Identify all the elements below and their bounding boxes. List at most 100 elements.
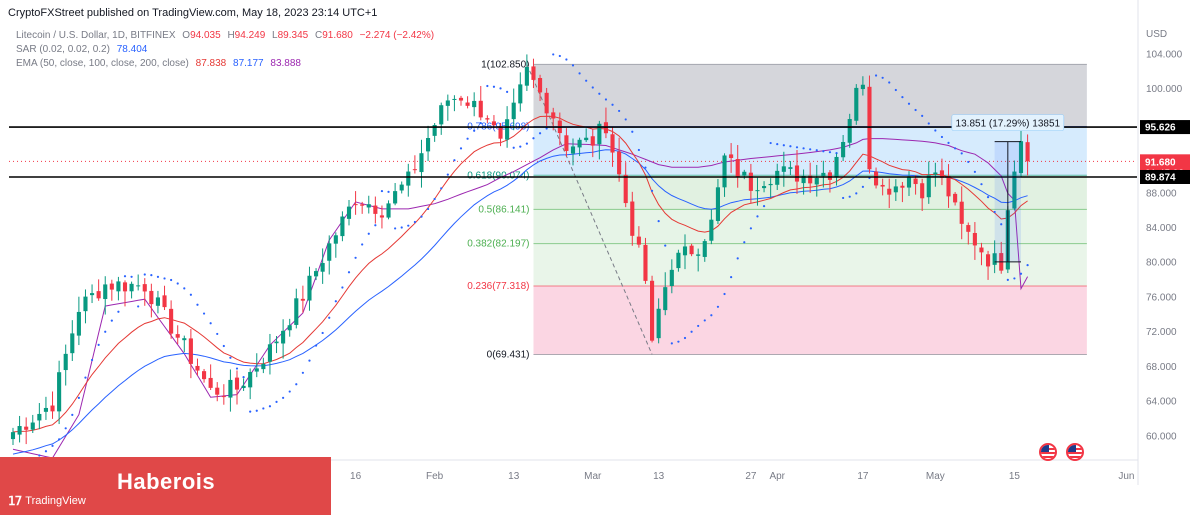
- candle-body: [906, 176, 912, 188]
- candle-body: [755, 190, 760, 192]
- sar-dot: [809, 148, 812, 151]
- x-tick-label: Feb: [426, 471, 444, 482]
- sar-dot: [123, 275, 127, 278]
- candle-body: [63, 353, 68, 371]
- sar-dot: [202, 312, 206, 315]
- candle-body: [122, 282, 128, 292]
- candle-body: [847, 119, 852, 143]
- sar-dot: [104, 330, 107, 333]
- candle-body: [617, 151, 622, 175]
- ema-row[interactable]: EMA (50, close, 100, close, 200, close) …: [16, 57, 434, 71]
- sar-dot: [341, 286, 344, 289]
- x-tick-label: May: [926, 471, 945, 482]
- sar-dot: [354, 256, 357, 259]
- candle-body: [287, 325, 292, 331]
- sar-dot: [670, 342, 673, 345]
- candle-body: [116, 281, 121, 292]
- sar-dot: [77, 396, 80, 399]
- chart-legend: Litecoin / U.S. Dollar, 1D, BITFINEX O94…: [16, 29, 434, 71]
- candle-body: [221, 396, 226, 398]
- sar-dot: [940, 135, 944, 139]
- y-tick-label: 72.000: [1146, 327, 1177, 338]
- candle-body: [518, 84, 523, 104]
- candle-body: [103, 284, 108, 300]
- candle-body: [531, 66, 536, 80]
- candle-body: [90, 293, 95, 296]
- sar-dot: [512, 146, 515, 149]
- y-tick-label: 80.000: [1146, 258, 1177, 269]
- candle-body: [96, 291, 101, 299]
- candle-body: [452, 98, 457, 100]
- candle-body: [577, 139, 582, 148]
- sar-dot: [881, 76, 884, 79]
- sar-dot: [380, 189, 384, 193]
- sar-dot: [150, 274, 153, 277]
- sar-dot: [163, 277, 166, 280]
- sar-dot: [756, 215, 759, 218]
- sar-dot: [156, 275, 160, 278]
- candle-body: [821, 172, 826, 177]
- sar-dot: [446, 173, 449, 176]
- sar-dot: [683, 336, 687, 340]
- sar-dot: [499, 87, 502, 90]
- candle-body: [445, 100, 450, 106]
- resistance-price-tag-bg: [1140, 120, 1190, 135]
- sar-dot: [71, 413, 74, 417]
- candle-body: [386, 203, 391, 218]
- sar-dot: [459, 147, 463, 150]
- sar-row[interactable]: SAR (0.02, 0.02, 0.2) 78.404: [16, 43, 434, 57]
- candle-body: [682, 246, 688, 256]
- y-tick-label: 76.000: [1146, 292, 1177, 303]
- sar-dot: [934, 129, 937, 132]
- candle-body: [926, 175, 931, 198]
- sar-dot: [473, 129, 476, 132]
- candle-body: [353, 204, 358, 206]
- sar-dot: [275, 400, 278, 404]
- sar-label: SAR (0.02, 0.02, 0.2): [16, 44, 110, 55]
- candle-body: [669, 269, 674, 287]
- candle-body: [841, 141, 846, 158]
- sar-dot: [901, 96, 904, 99]
- candle-body: [360, 204, 365, 206]
- sar-dot: [262, 407, 265, 410]
- ema200-value: 83.888: [270, 58, 301, 69]
- sar-dot: [295, 383, 298, 386]
- sar-dot: [110, 319, 113, 322]
- candle-body: [1012, 171, 1017, 209]
- sar-dot: [387, 190, 390, 193]
- sar-dot: [170, 278, 173, 282]
- sar-dot: [782, 144, 785, 147]
- sar-dot: [506, 90, 509, 93]
- close-value: 91.680: [322, 30, 353, 41]
- candle-body: [307, 275, 312, 301]
- x-tick-label: Mar: [584, 471, 602, 482]
- y-tick-label: 88.000: [1146, 188, 1177, 199]
- candle-body: [314, 271, 319, 277]
- measure-label-box: [951, 114, 1065, 131]
- candle-body: [709, 219, 714, 241]
- sar-dot: [249, 410, 252, 413]
- sar-dot: [677, 340, 680, 343]
- candle-body: [959, 201, 964, 224]
- sar-dot: [888, 81, 891, 84]
- sar-dot: [545, 127, 548, 130]
- candle-body: [129, 283, 134, 292]
- sar-dot: [973, 170, 976, 173]
- publisher-line: CryptoFXStreet published on TradingView.…: [8, 7, 378, 19]
- sar-dot: [954, 147, 957, 150]
- candle-body: [406, 171, 411, 186]
- candle-body: [188, 338, 193, 364]
- us-flag-event-icon[interactable]: [1066, 443, 1084, 461]
- sar-dot: [710, 314, 713, 317]
- sar-dot: [196, 303, 199, 306]
- candle-body: [505, 119, 510, 140]
- tradingview-logo[interactable]: 𝟣𝟩 TradingView: [8, 494, 86, 508]
- candle-body: [656, 308, 661, 339]
- ema100-value: 87.177: [233, 58, 264, 69]
- sar-dot: [453, 159, 456, 162]
- candle-body: [650, 280, 655, 341]
- sar-dot: [789, 145, 792, 148]
- us-flag-event-icon[interactable]: [1039, 443, 1057, 461]
- sar-dot: [921, 114, 924, 118]
